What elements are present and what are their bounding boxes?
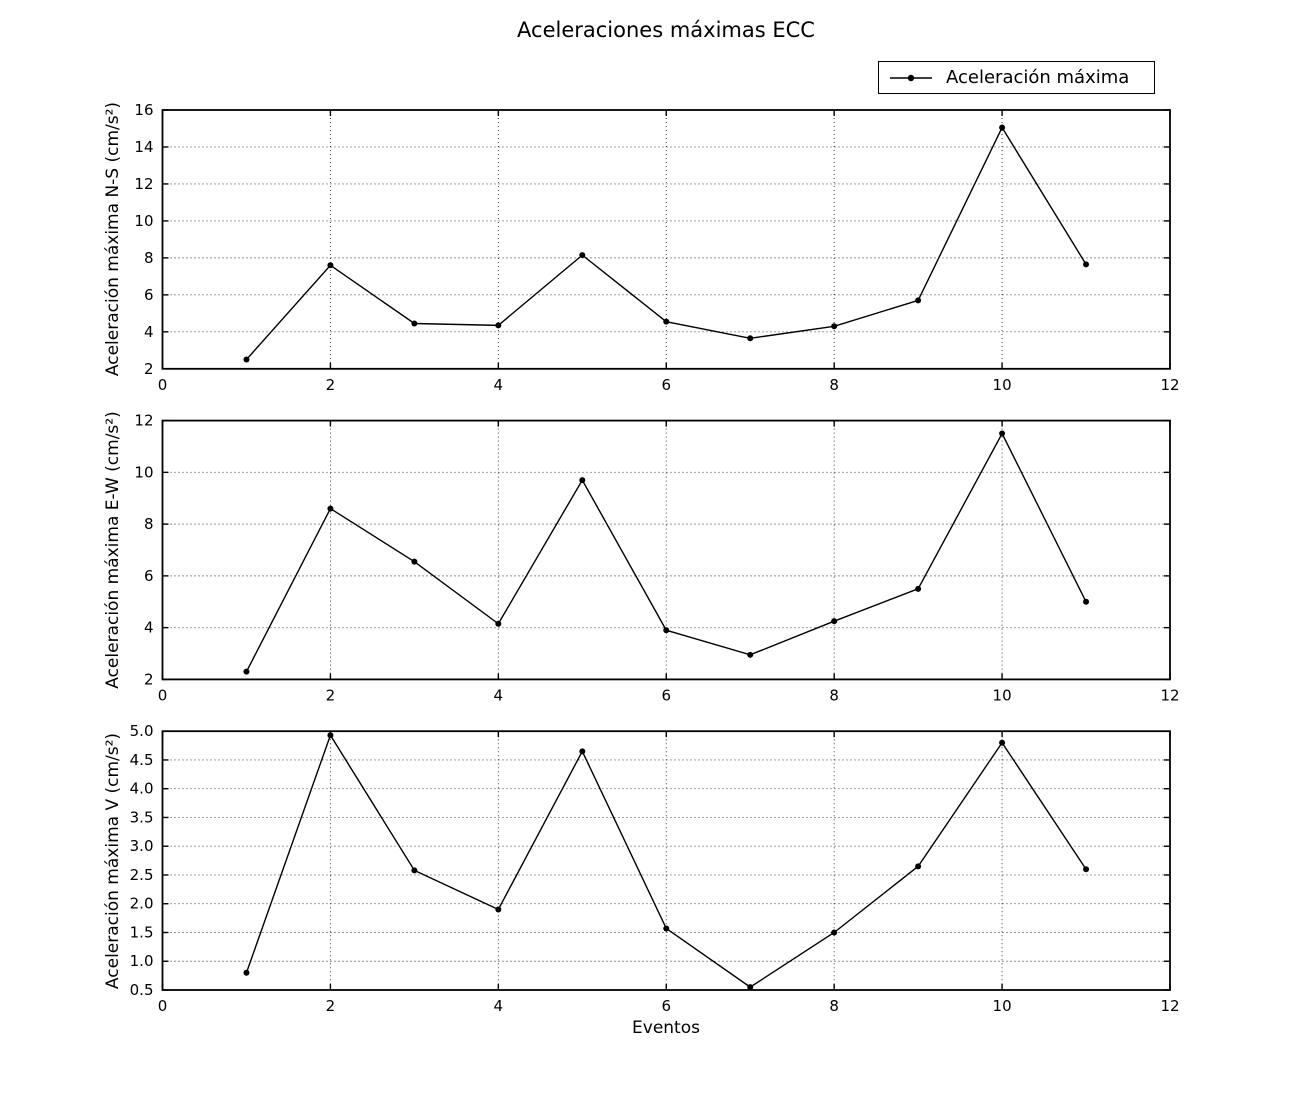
y-tick-label: 14 <box>134 138 153 156</box>
y-tick-label: 2.5 <box>130 866 154 884</box>
x-tick-label: 0 <box>158 686 168 704</box>
axes-spine <box>161 419 1171 681</box>
y-tick-label: 2 <box>144 360 154 378</box>
data-point <box>1083 866 1090 873</box>
x-tick-label: 2 <box>326 997 336 1015</box>
data-point <box>831 618 838 625</box>
y-tick-label: 10 <box>134 212 153 230</box>
data-point <box>999 739 1006 746</box>
x-tick-label: 8 <box>829 376 839 394</box>
subplot-v: 0 2 4 6 8 10 12 0.5 1.0 1.5 2.0 2.5 3.0 3.5 4.0 4.5 5.0 <box>130 722 1180 1015</box>
data-point <box>327 732 334 739</box>
data-point <box>663 627 670 634</box>
y-tick-label: 4.0 <box>130 780 154 798</box>
data-point <box>579 748 586 755</box>
data-point <box>243 969 250 976</box>
data-point <box>243 356 250 363</box>
x-tick-label: 2 <box>326 686 336 704</box>
data-point <box>915 863 922 870</box>
y-tick-label: 6 <box>144 567 154 585</box>
y-tick-label: 8 <box>144 249 154 267</box>
data-point <box>327 262 334 269</box>
data-point <box>495 620 502 627</box>
data-point <box>747 651 754 658</box>
y-tick-label: 0.5 <box>130 981 154 999</box>
x-tick-label: 10 <box>993 997 1012 1015</box>
y-tick-label: 6 <box>144 286 154 304</box>
x-tick-label: 4 <box>494 686 504 704</box>
data-point <box>999 430 1006 437</box>
data-point <box>663 318 670 325</box>
y-tick-label: 1.5 <box>130 923 154 941</box>
x-tick-label: 8 <box>829 686 839 704</box>
x-tick-label: 4 <box>494 997 504 1015</box>
x-tick-label: 0 <box>158 376 168 394</box>
data-point <box>999 124 1006 131</box>
data-point <box>747 984 754 991</box>
legend: Aceleración máxima <box>878 61 1155 94</box>
data-point <box>831 929 838 936</box>
x-tick-label: 4 <box>494 376 504 394</box>
data-line <box>245 733 1087 988</box>
x-tick-label: 2 <box>326 376 336 394</box>
legend-label: Aceleración máxima <box>946 67 1130 88</box>
legend-line-sample <box>890 74 932 81</box>
data-point <box>495 906 502 913</box>
y-tick-label: 1.0 <box>130 952 154 970</box>
data-point <box>243 668 250 675</box>
y-tick-label: 4 <box>144 323 154 341</box>
data-point <box>411 558 418 565</box>
legend-marker-dot <box>907 74 915 81</box>
x-tick-label: 10 <box>993 376 1012 394</box>
x-tick-label: 0 <box>158 997 168 1015</box>
data-point <box>1083 261 1090 268</box>
x-tick-label: 6 <box>661 376 671 394</box>
y-tick-label: 4 <box>144 619 154 637</box>
x-tick-label: 10 <box>993 686 1012 704</box>
data-point <box>411 867 418 874</box>
y-tick-label: 8 <box>144 515 154 533</box>
x-tick-label: 12 <box>1160 376 1179 394</box>
y-tick-label: 12 <box>134 175 153 193</box>
x-tick-label: 12 <box>1160 686 1179 704</box>
data-point <box>663 925 670 932</box>
y-axis-label-ew: Aceleración máxima E-W (cm/s²) <box>103 411 123 689</box>
x-tick-label: 8 <box>829 997 839 1015</box>
y-tick-label: 3.0 <box>130 837 154 855</box>
axes-spine <box>161 109 1171 370</box>
data-point <box>579 252 586 259</box>
x-tick-label: 6 <box>661 997 671 1015</box>
data-point <box>915 297 922 304</box>
y-tick-label: 16 <box>134 101 153 119</box>
x-tick-label: 6 <box>661 686 671 704</box>
y-tick-label: 12 <box>134 412 153 430</box>
data-point <box>831 323 838 330</box>
data-point <box>327 505 334 512</box>
y-tick-label: 3.5 <box>130 808 154 826</box>
x-tick-label: 12 <box>1160 997 1179 1015</box>
y-tick-label: 4.5 <box>130 751 154 769</box>
data-point <box>915 585 922 592</box>
data-point <box>411 320 418 327</box>
y-tick-label: 5.0 <box>130 722 154 740</box>
y-axis-label-v: Aceleración máxima V (cm/s²) <box>103 732 123 990</box>
y-tick-label: 2.0 <box>130 895 154 913</box>
axes-spine <box>161 730 1171 991</box>
x-axis-label: Eventos <box>632 1018 700 1038</box>
y-tick-label: 10 <box>134 463 153 481</box>
chart-title: Aceleraciones máximas ECC <box>517 18 815 42</box>
data-point <box>747 335 754 342</box>
y-axis-label-ns: Aceleración máxima N-S (cm/s²) <box>103 101 123 377</box>
data-point <box>1083 598 1090 605</box>
data-point <box>579 477 586 484</box>
y-tick-label: 2 <box>144 670 154 688</box>
data-point <box>495 322 502 329</box>
